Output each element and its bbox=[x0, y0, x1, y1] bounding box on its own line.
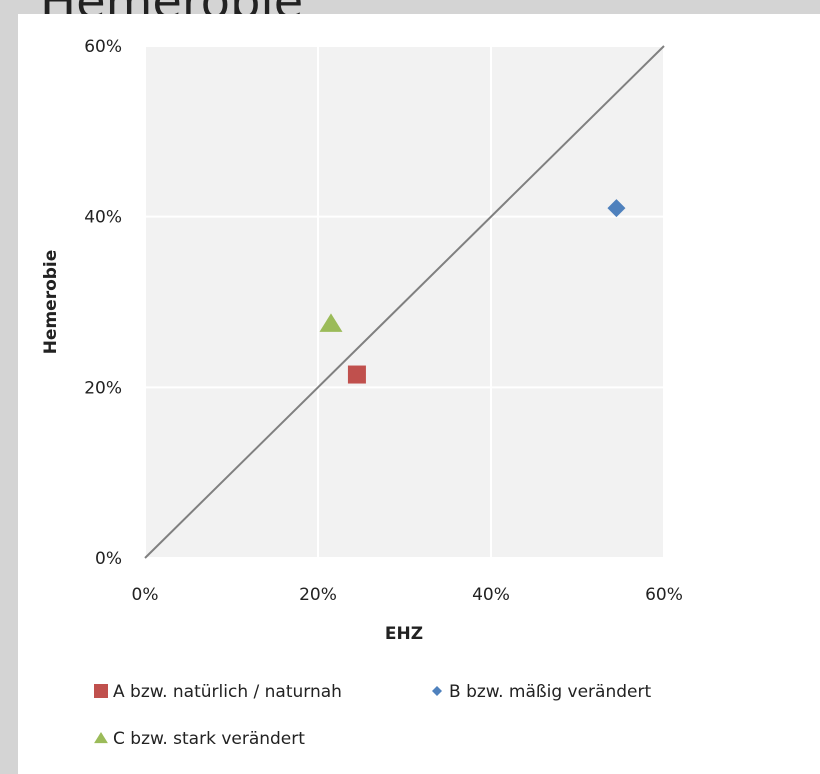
data-points bbox=[319, 199, 626, 384]
data-point-square bbox=[347, 365, 366, 384]
y-tick-label: 0% bbox=[95, 549, 122, 569]
x-tick-labels: 0% 20% 40% 60% bbox=[132, 585, 683, 605]
legend-marker-diamond bbox=[432, 686, 442, 696]
gridlines bbox=[144, 45, 665, 559]
legend: A bzw. natürlich / naturnah B bzw. mäßig … bbox=[94, 682, 651, 749]
reference-line bbox=[144, 45, 665, 559]
data-point-diamond bbox=[607, 199, 626, 218]
legend-label: A bzw. natürlich / naturnah bbox=[113, 682, 342, 702]
legend-marker-triangle bbox=[94, 732, 108, 744]
y-tick-label: 20% bbox=[84, 378, 122, 398]
data-point-triangle bbox=[319, 313, 343, 332]
y-tick-label: 60% bbox=[84, 37, 122, 57]
x-tick-label: 20% bbox=[299, 585, 337, 605]
y-tick-labels: 0% 20% 40% 60% bbox=[84, 37, 122, 569]
legend-label: B bzw. mäßig verändert bbox=[449, 682, 651, 702]
x-axis-label: EHZ bbox=[385, 624, 423, 644]
x-tick-label: 0% bbox=[132, 585, 159, 605]
y-tick-label: 40% bbox=[84, 208, 122, 228]
y-axis-label: Hemerobie bbox=[41, 250, 61, 355]
legend-label: C bzw. stark verändert bbox=[113, 729, 305, 749]
x-tick-label: 40% bbox=[472, 585, 510, 605]
legend-marker-square bbox=[94, 684, 108, 698]
x-tick-label: 60% bbox=[645, 585, 683, 605]
